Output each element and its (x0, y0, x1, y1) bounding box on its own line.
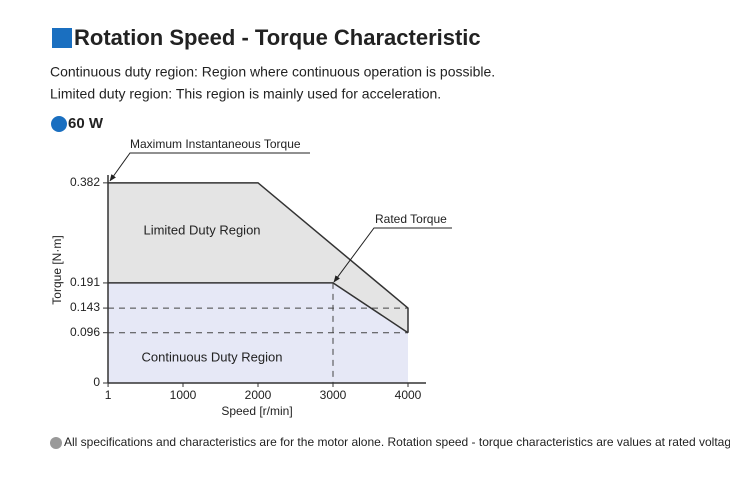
desc-line: Continuous duty region: Region where con… (50, 64, 495, 80)
y-axis-label: Torque [N·m] (50, 235, 64, 304)
legend-label: Rated Torque (375, 212, 447, 226)
desc-line: Limited duty region: This region is main… (50, 86, 441, 102)
y-tick-label: 0.143 (70, 300, 100, 314)
y-tick-label: 0.191 (70, 275, 100, 289)
x-tick-label: 1 (105, 388, 112, 402)
callout (333, 227, 452, 283)
series-line (108, 282, 409, 334)
x-axis-label: Speed [r/min] (221, 404, 292, 418)
note-icon (50, 437, 62, 449)
y-tick-label: 0 (93, 375, 100, 389)
model-icon (51, 116, 67, 132)
series-line (108, 182, 409, 333)
legend-label: Maximum Instantaneous Torque (130, 137, 301, 151)
title-icon (52, 28, 72, 48)
y-tick-label: 0.096 (70, 325, 100, 339)
region-label: Limited Duty Region (143, 222, 260, 237)
callout (109, 152, 310, 182)
model: 60 W (68, 115, 104, 132)
title: Rotation Speed - Torque Characteristic (74, 25, 481, 50)
region-label: Continuous Duty Region (142, 349, 283, 364)
y-tick-label: 0.382 (70, 175, 100, 189)
x-tick-label: 2000 (245, 388, 272, 402)
x-tick-label: 3000 (320, 388, 347, 402)
x-tick-label: 1000 (170, 388, 197, 402)
x-tick-label: 4000 (395, 388, 422, 402)
footnote: All specifications and characteristics a… (64, 435, 730, 449)
limited-region (108, 182, 408, 333)
